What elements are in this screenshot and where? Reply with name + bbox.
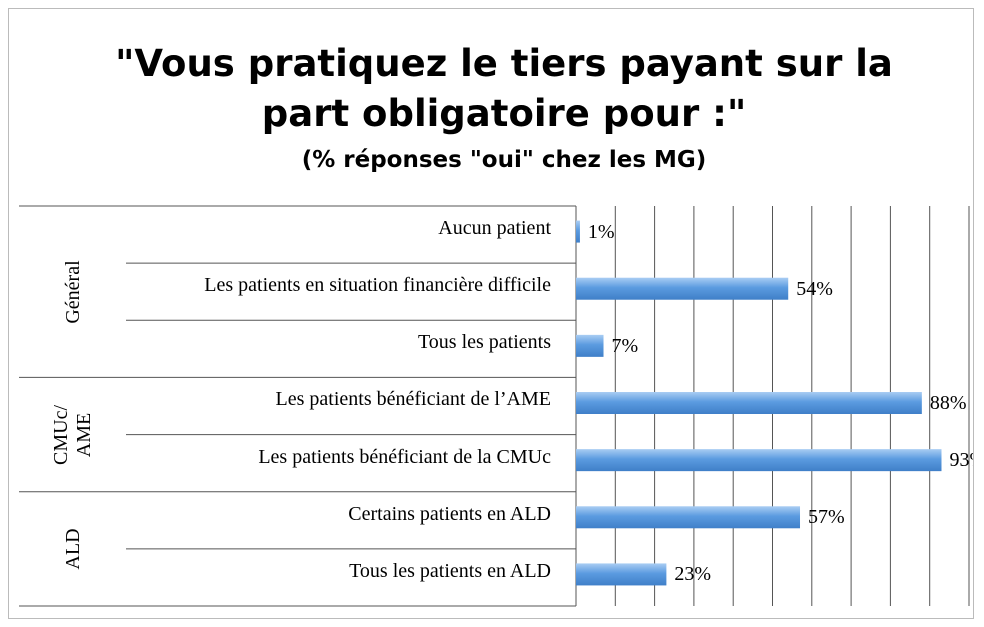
category-label: Les patients bénéficiant de la CMUc (258, 445, 551, 468)
value-label: 1% (587, 220, 615, 243)
category-label: Tous les patients en ALD (349, 559, 551, 582)
group-label: ALD (61, 528, 83, 570)
value-label: 88% (929, 392, 967, 414)
bar (576, 220, 580, 243)
bar (576, 334, 604, 357)
category-label: Les patients bénéficiant de l’AME (275, 388, 551, 411)
category-label: Les patients en situation financière dif… (204, 274, 551, 297)
group-label: CMUc/AME (49, 404, 95, 465)
value-label: 54% (796, 277, 833, 300)
category-label: Tous les patients (417, 331, 551, 354)
bar (576, 392, 922, 414)
plot (19, 205, 970, 607)
bar (576, 506, 801, 529)
chart-title: "Vous pratiquez le tiers payant sur la p… (115, 42, 893, 135)
category-label: Aucun patient (438, 217, 551, 239)
group-label: Général (61, 260, 83, 324)
value-label: 93% (949, 449, 973, 472)
bar (576, 449, 942, 472)
bar (576, 277, 789, 300)
chart-frame: "Vous pratiquez le tiers payant sur la p… (8, 8, 974, 619)
value-label: 57% (808, 506, 845, 529)
value-label: 23% (674, 563, 712, 586)
value-label: 7% (611, 334, 639, 357)
category-label: Certains patients en ALD (348, 502, 551, 525)
chart-subtitle: (% réponses "oui" chez les MG) (301, 147, 707, 173)
bar (576, 563, 667, 586)
